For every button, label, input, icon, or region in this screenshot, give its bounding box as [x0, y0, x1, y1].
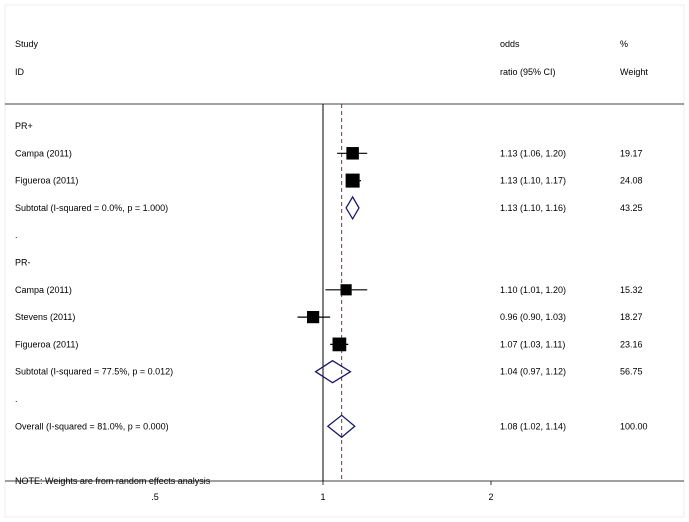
subtotal-label-3: Subtotal (I-squared = 0.0%, p = 1.000)	[15, 203, 168, 213]
ci-text-11: 1.08 (1.02, 1.14)	[500, 421, 566, 431]
x-tick-label-2: 2	[488, 492, 493, 502]
plot-frame	[4, 4, 685, 518]
ci-text-1: 1.13 (1.06, 1.20)	[500, 148, 566, 158]
weight-text-8: 23.16	[620, 339, 643, 349]
study-square-6	[340, 284, 352, 296]
overall-label-11: Overall (I-squared = 81.0%, p = 0.000)	[15, 421, 169, 431]
study-label-7: Stevens (2011)	[15, 312, 75, 322]
ci-text-3: 1.13 (1.10, 1.16)	[500, 203, 566, 213]
subtotal-label-9: Subtotal (I-squared = 77.5%, p = 0.012)	[15, 367, 173, 377]
weight-text-1: 19.17	[620, 148, 643, 158]
ci-text-2: 1.13 (1.10, 1.17)	[500, 176, 566, 186]
subtotal-diamond-3	[345, 195, 360, 221]
study-label-1: Campa (2011)	[15, 148, 72, 158]
ci-text-9: 1.04 (0.97, 1.12)	[500, 367, 566, 377]
x-tick-label-1: 1	[320, 492, 325, 502]
spacer-label-10: .	[15, 394, 18, 404]
weight-text-11: 100.00	[620, 421, 648, 431]
ci-text-7: 0.96 (0.90, 1.03)	[500, 312, 566, 322]
weight-text-7: 18.27	[620, 312, 643, 322]
header-weight: Weight	[620, 67, 648, 77]
header-study: Study	[15, 39, 39, 49]
forest-marks: PR+ Campa (2011) 1.13 (1.06, 1.20) 19.17 Fig…	[15, 104, 648, 502]
weight-text-2: 24.08	[620, 176, 643, 186]
header-ratio-ci: ratio (95% CI)	[500, 67, 556, 77]
weight-text-9: 56.75	[620, 367, 643, 377]
group-label-0: PR+	[15, 121, 33, 131]
study-label-6: Campa (2011)	[15, 285, 72, 295]
ci-text-6: 1.10 (1.01, 1.20)	[500, 285, 566, 295]
weight-text-6: 15.32	[620, 285, 643, 295]
header-id: ID	[15, 67, 25, 77]
subtotal-diamond-9	[314, 359, 352, 384]
overall-diamond-11	[326, 414, 356, 439]
study-label-2: Figueroa (2011)	[15, 176, 78, 186]
note-label-13: NOTE: Weights are from random effects an…	[15, 476, 211, 486]
study-square-7	[307, 311, 320, 324]
study-label-8: Figueroa (2011)	[15, 339, 78, 349]
spacer-label-4: .	[15, 230, 18, 240]
header-odds: odds	[500, 39, 520, 49]
group-label-5: PR-	[15, 258, 31, 268]
weight-text-3: 43.25	[620, 203, 643, 213]
study-square-1	[346, 147, 359, 160]
study-square-2	[345, 173, 360, 188]
ci-text-8: 1.07 (1.03, 1.11)	[500, 339, 565, 349]
x-tick-label-0: .5	[151, 492, 159, 502]
header-percent: %	[620, 39, 628, 49]
study-square-8	[332, 337, 347, 352]
